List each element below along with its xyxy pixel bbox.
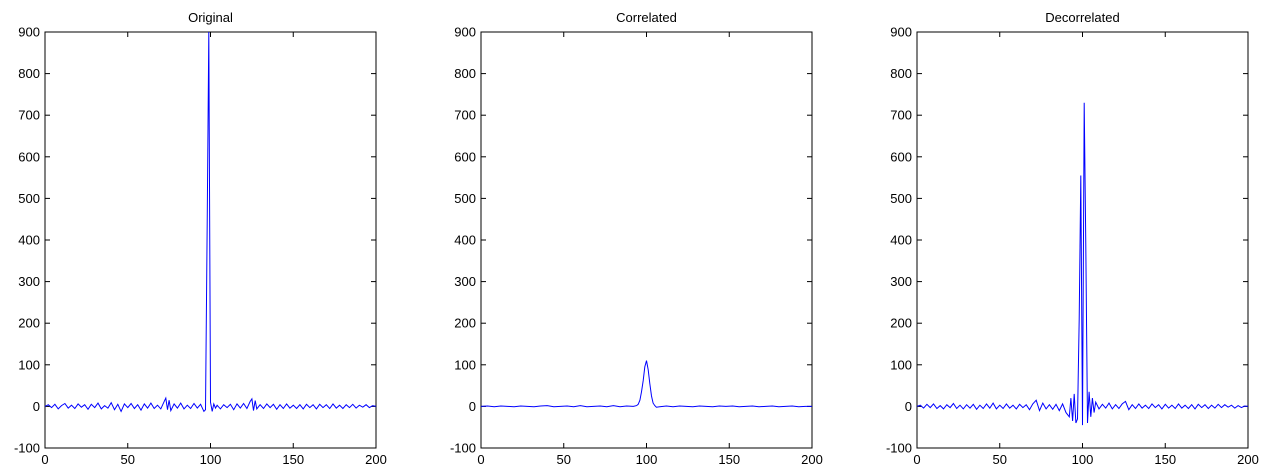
x-tick-label: 50 — [557, 452, 571, 467]
y-tick-label: 600 — [890, 149, 912, 164]
y-tick-label: 600 — [454, 149, 476, 164]
y-tick-label: 500 — [890, 191, 912, 206]
y-tick-label: 500 — [454, 191, 476, 206]
y-tick-label: 500 — [18, 191, 40, 206]
y-tick-label: -100 — [14, 441, 40, 456]
y-tick-label: 0 — [905, 399, 912, 414]
subplot-decorrelated: Decorrelated-100010020030040050060070080… — [886, 10, 1259, 467]
y-tick-label: 200 — [890, 316, 912, 331]
x-tick-label: 100 — [200, 452, 222, 467]
x-tick-label: 0 — [477, 452, 484, 467]
y-tick-label: 300 — [454, 274, 476, 289]
x-tick-label: 100 — [636, 452, 658, 467]
y-tick-label: 100 — [454, 357, 476, 372]
y-tick-label: 700 — [890, 108, 912, 123]
y-tick-label: 900 — [18, 25, 40, 40]
y-tick-label: 400 — [18, 233, 40, 248]
y-tick-label: 100 — [18, 357, 40, 372]
y-tick-label: 300 — [18, 274, 40, 289]
y-tick-label: 700 — [18, 108, 40, 123]
x-tick-label: 150 — [282, 452, 304, 467]
y-tick-label: 0 — [469, 399, 476, 414]
y-tick-label: 600 — [18, 149, 40, 164]
x-tick-label: 0 — [913, 452, 920, 467]
chart-title: Correlated — [616, 10, 677, 25]
x-tick-label: 200 — [365, 452, 387, 467]
x-tick-label: 150 — [718, 452, 740, 467]
y-tick-label: 800 — [890, 66, 912, 81]
series-line — [916, 102, 1249, 426]
x-tick-label: 150 — [1154, 452, 1176, 467]
y-tick-label: 100 — [890, 357, 912, 372]
y-tick-label: 400 — [890, 233, 912, 248]
y-tick-label: 0 — [33, 399, 40, 414]
subplot-original: Original-1000100200300400500600700800900… — [14, 10, 387, 467]
subplot-correlated: Correlated-10001002003004005006007008009… — [450, 10, 823, 467]
y-tick-label: 900 — [454, 25, 476, 40]
y-tick-label: 700 — [454, 108, 476, 123]
x-tick-label: 50 — [121, 452, 135, 467]
x-tick-label: 100 — [1072, 452, 1094, 467]
y-tick-label: -100 — [450, 441, 476, 456]
y-tick-label: 800 — [454, 66, 476, 81]
y-tick-label: -100 — [886, 441, 912, 456]
y-tick-label: 400 — [454, 233, 476, 248]
chart-title: Decorrelated — [1045, 10, 1119, 25]
y-tick-label: 200 — [454, 316, 476, 331]
series-line — [480, 360, 812, 408]
y-tick-label: 800 — [18, 66, 40, 81]
x-tick-label: 200 — [801, 452, 823, 467]
x-tick-label: 200 — [1237, 452, 1259, 467]
axes-box — [480, 31, 813, 449]
x-tick-label: 0 — [41, 452, 48, 467]
x-tick-label: 50 — [993, 452, 1007, 467]
chart-title: Original — [188, 10, 233, 25]
y-tick-label: 300 — [890, 274, 912, 289]
y-tick-label: 200 — [18, 316, 40, 331]
series-line — [44, 31, 377, 413]
y-tick-label: 900 — [890, 25, 912, 40]
